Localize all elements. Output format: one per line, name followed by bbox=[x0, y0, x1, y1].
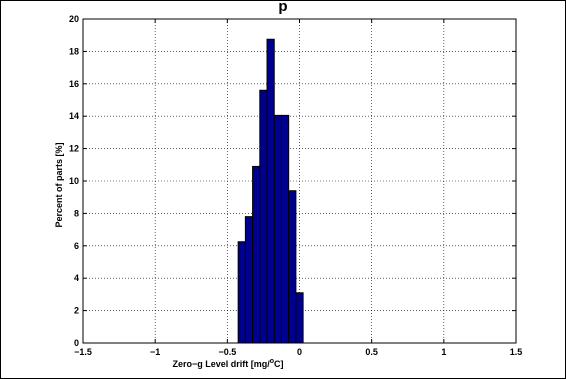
y-tick-label: 8 bbox=[74, 208, 79, 218]
y-tick-label: 4 bbox=[74, 273, 79, 283]
x-tick-label: 1 bbox=[441, 347, 446, 357]
chart-title: p bbox=[278, 0, 287, 15]
x-tick-label: −1.5 bbox=[74, 347, 92, 357]
axis-ticks bbox=[82, 18, 517, 344]
y-tick-label: 18 bbox=[69, 46, 79, 56]
y-tick-labels: 0 2 4 6 8 10 12 14 16 18 20 bbox=[69, 14, 79, 348]
x-tick-labels: −1.5 −1 −0.5 0 0.5 1 1.5 bbox=[74, 347, 522, 357]
x-tick-label: −0.5 bbox=[218, 347, 236, 357]
histogram-bar bbox=[237, 241, 246, 344]
histogram-bar bbox=[280, 114, 290, 344]
histogram-bar bbox=[288, 190, 297, 344]
y-axis-label: Percent of parts [%] bbox=[54, 142, 64, 227]
x-tick-label: 1.5 bbox=[510, 347, 523, 357]
histogram-bar bbox=[273, 114, 282, 344]
histogram-bars bbox=[237, 38, 304, 344]
y-tick-label: 6 bbox=[74, 241, 79, 251]
y-tick-label: 12 bbox=[69, 144, 79, 154]
histogram-bar bbox=[266, 38, 275, 344]
histogram-bar bbox=[252, 165, 261, 344]
y-tick-label: 20 bbox=[69, 14, 79, 24]
grid-lines bbox=[83, 19, 516, 343]
y-tick-label: 2 bbox=[74, 306, 79, 316]
histogram-bar bbox=[259, 89, 268, 344]
y-tick-label: 16 bbox=[69, 79, 79, 89]
histogram-bar bbox=[295, 292, 304, 344]
x-tick-label: 0.5 bbox=[365, 347, 378, 357]
y-tick-label: 10 bbox=[69, 176, 79, 186]
x-tick-label: −1 bbox=[150, 347, 160, 357]
y-tick-label: 0 bbox=[74, 338, 79, 348]
x-tick-label: 0 bbox=[297, 347, 302, 357]
y-tick-label: 14 bbox=[69, 111, 79, 121]
x-axis-label: Zero−g Level drift [mg/oC] bbox=[172, 358, 283, 369]
histogram-bar bbox=[244, 216, 254, 344]
